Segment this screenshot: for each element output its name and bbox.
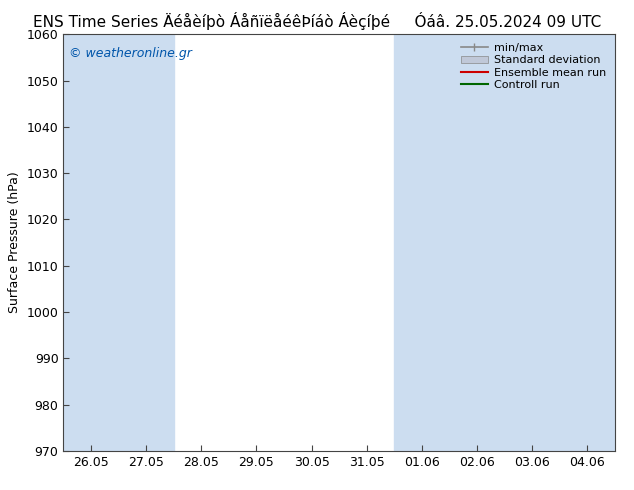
Y-axis label: Surface Pressure (hPa): Surface Pressure (hPa) [8,172,21,314]
Bar [560,34,634,451]
Legend: min/max, Standard deviation, Ensemble mean run, Controll run: min/max, Standard deviation, Ensemble me… [457,40,609,93]
Text: © weatheronline.gr: © weatheronline.gr [69,47,192,60]
Bar [63,34,174,451]
Text: ENS Time Series Äéåèíþò ÁåñïëåéêÞíáò Áèçíþé     Óáâ. 25.05.2024 09 UTC: ENS Time Series Äéåèíþò ÁåñïëåéêÞíáò Áèç… [33,12,601,30]
Bar [394,34,560,451]
